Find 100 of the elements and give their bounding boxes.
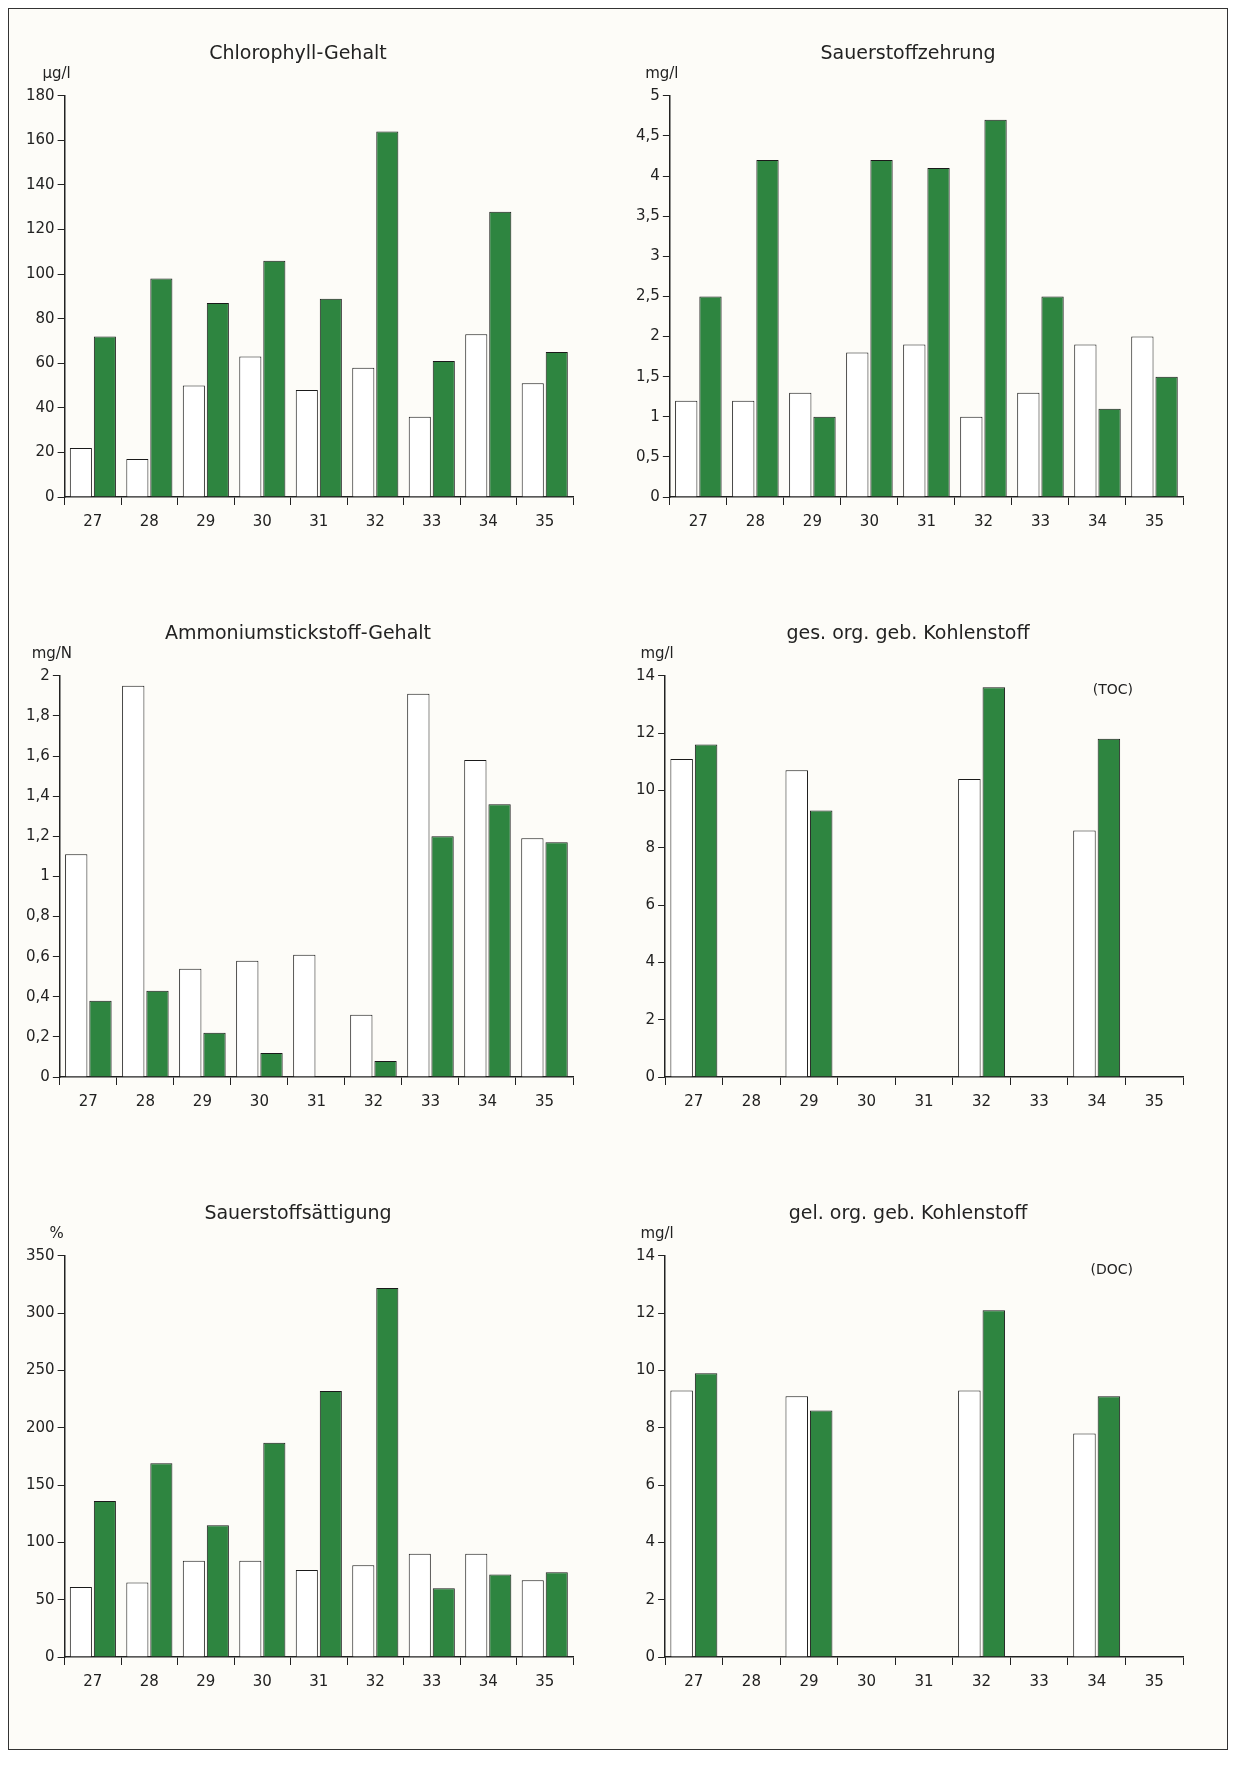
y-tick-label: 80 (35, 308, 55, 327)
x-tick-label: 30 (252, 511, 272, 530)
x-tick-label: 35 (535, 1671, 555, 1690)
x-tick-label: 35 (534, 1091, 555, 1110)
chart-title: Chlorophyll-Gehalt (209, 41, 387, 64)
y-tick-label: 14 (635, 665, 656, 684)
y-tick-label: 300 (25, 1303, 55, 1321)
y-tick-label: 4 (645, 1532, 656, 1551)
y-tick-label: 0 (40, 1066, 50, 1085)
x-tick-label: 33 (1029, 1091, 1049, 1110)
x-tick-label: 28 (741, 1671, 761, 1690)
y-tick-label: 0,8 (26, 906, 50, 925)
y-tick-label: 4 (645, 952, 656, 971)
x-tick-label: 29 (799, 1091, 819, 1110)
y-tick-label: 0,5 (636, 446, 660, 465)
x-tick-label: 27 (684, 1091, 704, 1110)
y-tick-label: 12 (635, 1303, 656, 1321)
x-tick-label: 33 (1030, 511, 1051, 530)
x-tick-label: 31 (914, 1091, 934, 1110)
y-tick-label: 10 (635, 1360, 656, 1379)
x-tick-label: 35 (1144, 511, 1165, 530)
y-tick-label: 50 (35, 1589, 55, 1608)
y-axis-title: % (49, 1224, 64, 1243)
y-tick-label: 14 (635, 1245, 656, 1264)
x-tick-label: 35 (1144, 1091, 1164, 1110)
y-tick-label: 2,5 (636, 286, 660, 305)
x-tick-label: 35 (1144, 1671, 1164, 1690)
chart-title: Sauerstoffzehrung (820, 41, 996, 64)
x-tick-label: 34 (1087, 1671, 1107, 1690)
y-tick-label: 8 (645, 837, 656, 856)
y-axis-title: mg/l (640, 1224, 674, 1243)
x-tick-label: 27 (83, 1671, 103, 1690)
y-tick-label: 60 (35, 353, 55, 372)
y-tick-label: 200 (25, 1417, 55, 1436)
x-tick-label: 28 (745, 511, 765, 530)
y-tick-label: 350 (25, 1245, 55, 1264)
x-tick-label: 29 (192, 1091, 212, 1110)
chart-title: gel. org. geb. Kohlenstoff (788, 1201, 1029, 1224)
annotation: (TOC) (1092, 681, 1133, 698)
x-tick-label: 30 (252, 1671, 272, 1690)
chart-title: Sauerstoffsättigung (204, 1201, 392, 1224)
y-tick-label: 0,6 (26, 946, 50, 965)
chart-title: ges. org. geb. Kohlenstoff (786, 621, 1031, 644)
y-tick-label: 4,5 (636, 125, 660, 144)
y-tick-label: 0 (645, 1646, 656, 1665)
y-tick-label: 1,5 (636, 366, 660, 385)
x-tick-label: 32 (972, 1671, 992, 1690)
y-axis-title: mg/l (645, 64, 679, 83)
y-tick-label: 150 (25, 1474, 55, 1493)
y-tick-label: 0 (45, 486, 55, 505)
y-tick-label: 3 (650, 246, 660, 265)
y-axis-title: mg/l (640, 644, 674, 663)
y-tick-label: 4 (650, 165, 660, 184)
y-tick-label: 100 (25, 264, 55, 282)
y-tick-label: 1 (40, 866, 50, 885)
x-tick-label: 28 (139, 1671, 159, 1690)
y-tick-label: 0 (45, 1646, 55, 1665)
y-tick-label: 3,5 (636, 206, 660, 225)
x-tick-label: 32 (365, 511, 385, 530)
x-tick-label: 31 (306, 1091, 326, 1110)
x-tick-label: 32 (972, 1091, 992, 1110)
y-tick-label: 160 (25, 130, 55, 149)
y-tick-label: 6 (645, 1474, 656, 1493)
x-tick-label: 33 (1029, 1671, 1049, 1690)
x-tick-label: 30 (249, 1091, 269, 1110)
x-tick-label: 33 (422, 1671, 442, 1690)
x-tick-label: 30 (859, 511, 879, 530)
x-tick-label: 34 (1087, 1091, 1107, 1110)
y-tick-label: 0 (645, 1066, 656, 1085)
x-tick-label: 27 (83, 511, 103, 530)
y-tick-label: 100 (25, 1532, 55, 1551)
x-tick-label: 29 (799, 1671, 819, 1690)
y-tick-label: 2 (645, 1009, 656, 1028)
x-tick-label: 34 (477, 1091, 498, 1110)
y-axis-title: mg/N (31, 644, 73, 663)
x-tick-label: 32 (363, 1091, 383, 1110)
x-tick-label: 35 (535, 511, 555, 530)
y-axis-title: µg/l (42, 64, 71, 83)
annotation: (DOC) (1090, 1261, 1133, 1278)
y-tick-label: 0 (650, 486, 660, 505)
y-tick-label: 0,2 (26, 1026, 50, 1045)
x-tick-label: 27 (684, 1671, 704, 1690)
y-tick-label: 1,6 (26, 745, 50, 764)
y-tick-label: 140 (25, 174, 55, 193)
x-tick-label: 31 (914, 1671, 934, 1690)
x-tick-label: 31 (309, 511, 329, 530)
y-tick-label: 20 (35, 442, 55, 461)
y-tick-label: 1,8 (26, 705, 50, 724)
x-tick-label: 28 (139, 511, 159, 530)
x-tick-label: 31 (916, 511, 936, 530)
y-tick-label: 8 (645, 1417, 656, 1436)
x-tick-label: 29 (802, 511, 822, 530)
y-tick-label: 10 (635, 780, 656, 799)
y-tick-label: 1 (650, 406, 660, 425)
y-tick-label: 1,4 (26, 786, 50, 805)
y-tick-label: 12 (635, 723, 656, 741)
x-tick-label: 31 (309, 1671, 329, 1690)
x-tick-label: 28 (135, 1091, 155, 1110)
x-tick-label: 33 (420, 1091, 441, 1110)
x-tick-label: 30 (856, 1091, 877, 1110)
